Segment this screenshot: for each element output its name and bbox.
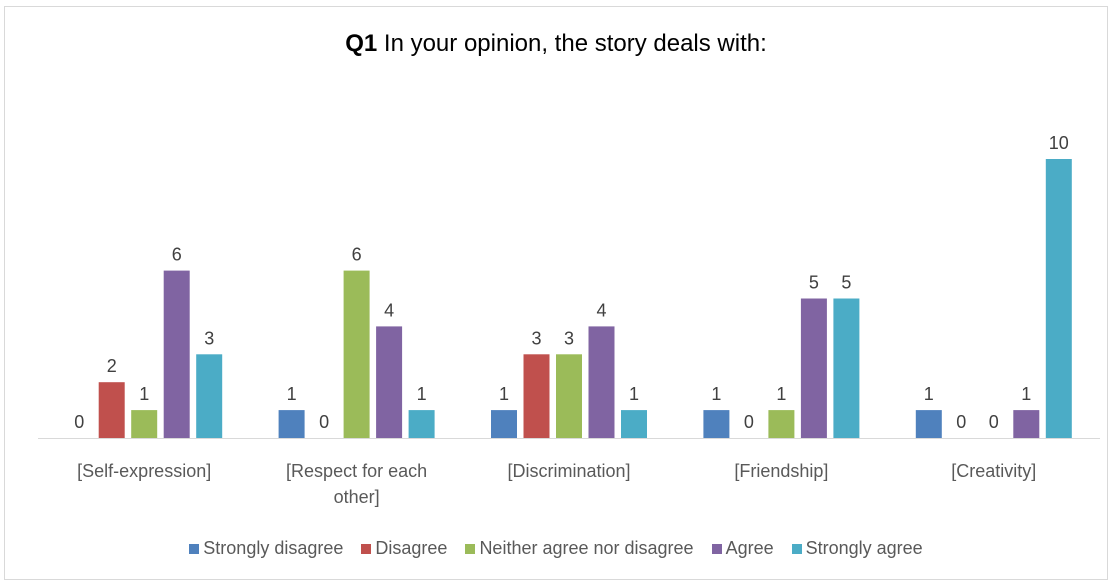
legend-label: Strongly agree xyxy=(805,538,923,558)
bar xyxy=(556,354,582,438)
x-tick-label: [Discrimination] xyxy=(507,461,630,481)
legend-label: Disagree xyxy=(375,538,448,558)
data-label: 3 xyxy=(564,328,574,348)
bar xyxy=(800,298,827,438)
legend-swatch xyxy=(465,543,476,554)
chart-title: Q1 In your opinion, the story deals with… xyxy=(0,30,1112,58)
bar xyxy=(915,410,942,438)
legend-item: Agree xyxy=(711,538,774,559)
data-label: 1 xyxy=(629,384,639,404)
data-label: 10 xyxy=(1049,133,1069,153)
x-tick-label: [Self-expression] xyxy=(77,461,211,481)
data-label: 3 xyxy=(204,328,214,348)
chart-title-bold: Q1 xyxy=(345,30,378,57)
data-label: 6 xyxy=(352,245,362,265)
x-tick-label: [Respect for each xyxy=(286,461,427,481)
data-label: 4 xyxy=(596,300,606,320)
data-label: 0 xyxy=(956,412,966,432)
bar xyxy=(131,410,158,438)
data-label: 0 xyxy=(319,412,329,432)
data-label: 1 xyxy=(139,384,149,404)
bar xyxy=(163,270,190,438)
data-label: 5 xyxy=(809,273,819,293)
data-label: 6 xyxy=(172,245,182,265)
data-label: 0 xyxy=(74,412,84,432)
data-label: 3 xyxy=(531,328,541,348)
data-label: 1 xyxy=(417,384,427,404)
bar xyxy=(768,410,795,438)
bar xyxy=(703,410,730,438)
data-label: 4 xyxy=(384,300,394,320)
data-label: 5 xyxy=(841,273,851,293)
data-label: 1 xyxy=(287,384,297,404)
x-tick-label: other] xyxy=(334,487,380,507)
bar xyxy=(588,326,615,438)
legend-swatch xyxy=(711,543,722,554)
data-label: 1 xyxy=(1021,384,1031,404)
bar xyxy=(376,326,403,438)
legend-item: Strongly disagree xyxy=(189,538,343,559)
data-label: 1 xyxy=(776,384,786,404)
data-label: 2 xyxy=(107,356,117,376)
bar xyxy=(196,354,223,438)
bar xyxy=(523,354,550,438)
x-tick-label: [Friendship] xyxy=(734,461,828,481)
bar xyxy=(1013,410,1040,438)
legend-item: Strongly agree xyxy=(791,538,923,559)
bar xyxy=(278,410,305,438)
bar xyxy=(98,382,125,438)
legend-label: Strongly disagree xyxy=(203,538,344,558)
chart-legend: Strongly disagree Disagree Neither agree n… xyxy=(0,538,1112,559)
x-tick-label: [Creativity] xyxy=(951,461,1036,481)
legend-item: Disagree xyxy=(361,538,447,559)
legend-item: Neither agree nor disagree xyxy=(465,538,694,559)
data-label: 0 xyxy=(989,412,999,432)
bar xyxy=(408,410,435,438)
data-label: 1 xyxy=(711,384,721,404)
legend-swatch xyxy=(361,543,372,554)
bar xyxy=(833,298,860,438)
legend-label: Agree xyxy=(725,538,774,558)
chart-title-text: In your opinion, the story deals with: xyxy=(377,30,767,57)
data-label: 1 xyxy=(924,384,934,404)
bar xyxy=(1045,159,1072,438)
bar xyxy=(343,270,370,438)
legend-swatch xyxy=(791,543,802,554)
legend-label: Neither agree nor disagree xyxy=(479,538,694,558)
data-label: 1 xyxy=(499,384,509,404)
bar xyxy=(491,410,517,438)
data-label: 0 xyxy=(744,412,754,432)
legend-swatch xyxy=(189,543,200,554)
bar xyxy=(621,410,647,438)
